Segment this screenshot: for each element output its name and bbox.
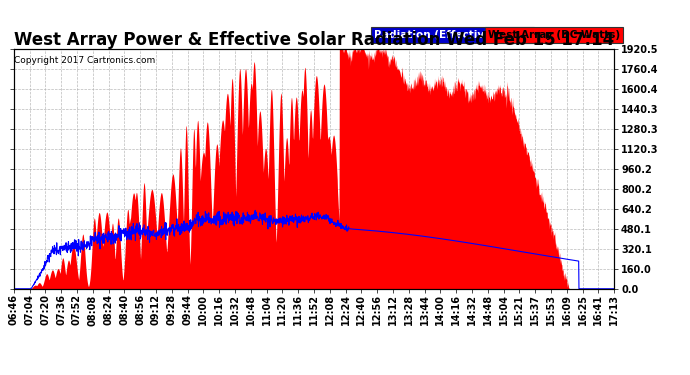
Text: Copyright 2017 Cartronics.com: Copyright 2017 Cartronics.com bbox=[14, 56, 156, 65]
Text: Radiation (Effective w/m2): Radiation (Effective w/m2) bbox=[374, 30, 531, 40]
Text: West Array (DC Watts): West Array (DC Watts) bbox=[488, 30, 620, 40]
Title: West Array Power & Effective Solar Radiation Wed Feb 15 17:14: West Array Power & Effective Solar Radia… bbox=[14, 31, 614, 49]
